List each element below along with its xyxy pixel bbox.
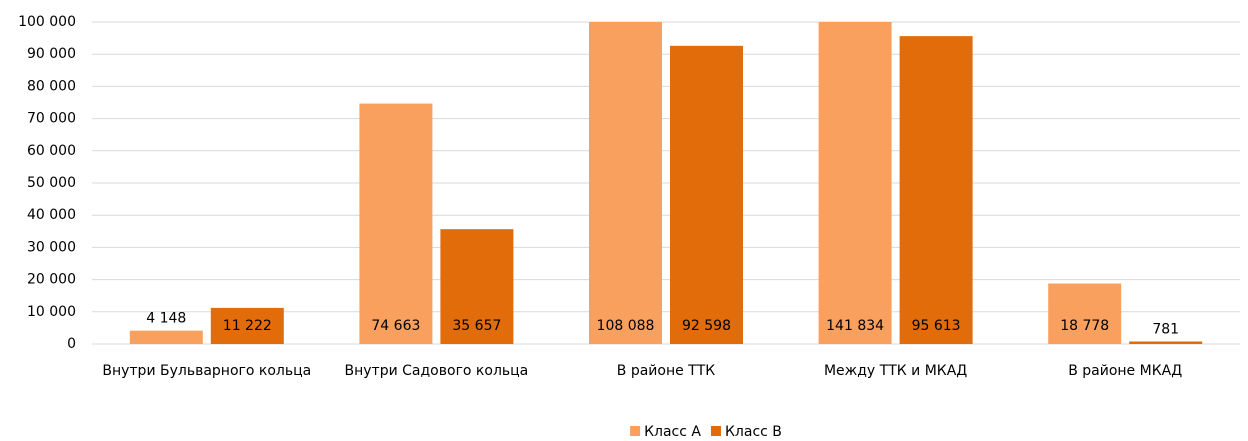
x-tick-label: Между ТТК и МКАД: [823, 363, 968, 379]
bar: [210, 307, 284, 344]
y-tick-label: 70 000: [27, 111, 76, 127]
data-label: 781: [1152, 321, 1179, 337]
bar: [589, 22, 662, 345]
x-tick-label: В районе ТТК: [616, 363, 716, 379]
y-tick-label: 30 000: [27, 239, 76, 255]
data-label: 18 778: [1060, 318, 1109, 334]
y-tick-label: 10 000: [27, 304, 76, 320]
data-label: 108 088: [597, 318, 655, 334]
bar: [359, 103, 433, 344]
x-tick-label: Внутри Садового кольца: [344, 363, 529, 379]
y-tick-label: 20 000: [27, 272, 76, 288]
legend-label: Класс А: [644, 424, 701, 440]
data-label: 92 598: [682, 318, 731, 334]
bar: [129, 330, 203, 344]
y-tick-label: 0: [67, 336, 76, 352]
bar: [670, 45, 743, 344]
bar: [899, 36, 973, 345]
data-label: 11 222: [223, 318, 272, 334]
data-label: 35 657: [452, 318, 501, 334]
y-tick-label: 60 000: [27, 143, 76, 159]
x-tick-label: Внутри Бульварного кольца: [102, 363, 312, 379]
data-label: 95 613: [912, 318, 961, 334]
bar: [440, 229, 514, 344]
bar: [1129, 341, 1203, 344]
legend-label: Класс В: [725, 424, 782, 440]
y-tick-label: 40 000: [27, 207, 76, 223]
bar: [818, 22, 892, 344]
y-tick-label: 90 000: [27, 46, 76, 62]
data-label: 4 148: [146, 311, 186, 327]
y-tick-label: 80 000: [27, 78, 76, 94]
legend: Класс А Класс В: [630, 424, 782, 440]
bar: [1048, 283, 1122, 344]
data-label: 141 834: [826, 318, 884, 334]
bars: [129, 22, 1203, 345]
x-tick-label: В районе МКАД: [1068, 363, 1183, 379]
legend-swatch: [630, 426, 641, 436]
y-tick-label: 50 000: [27, 175, 76, 191]
y-tick-label: 100 000: [18, 14, 76, 30]
legend-swatch: [710, 426, 721, 436]
data-label: 74 663: [371, 318, 420, 334]
labels: 0 10 000 20 000 30 000 40 000 50 000 60 000 70 …: [18, 14, 1179, 352]
